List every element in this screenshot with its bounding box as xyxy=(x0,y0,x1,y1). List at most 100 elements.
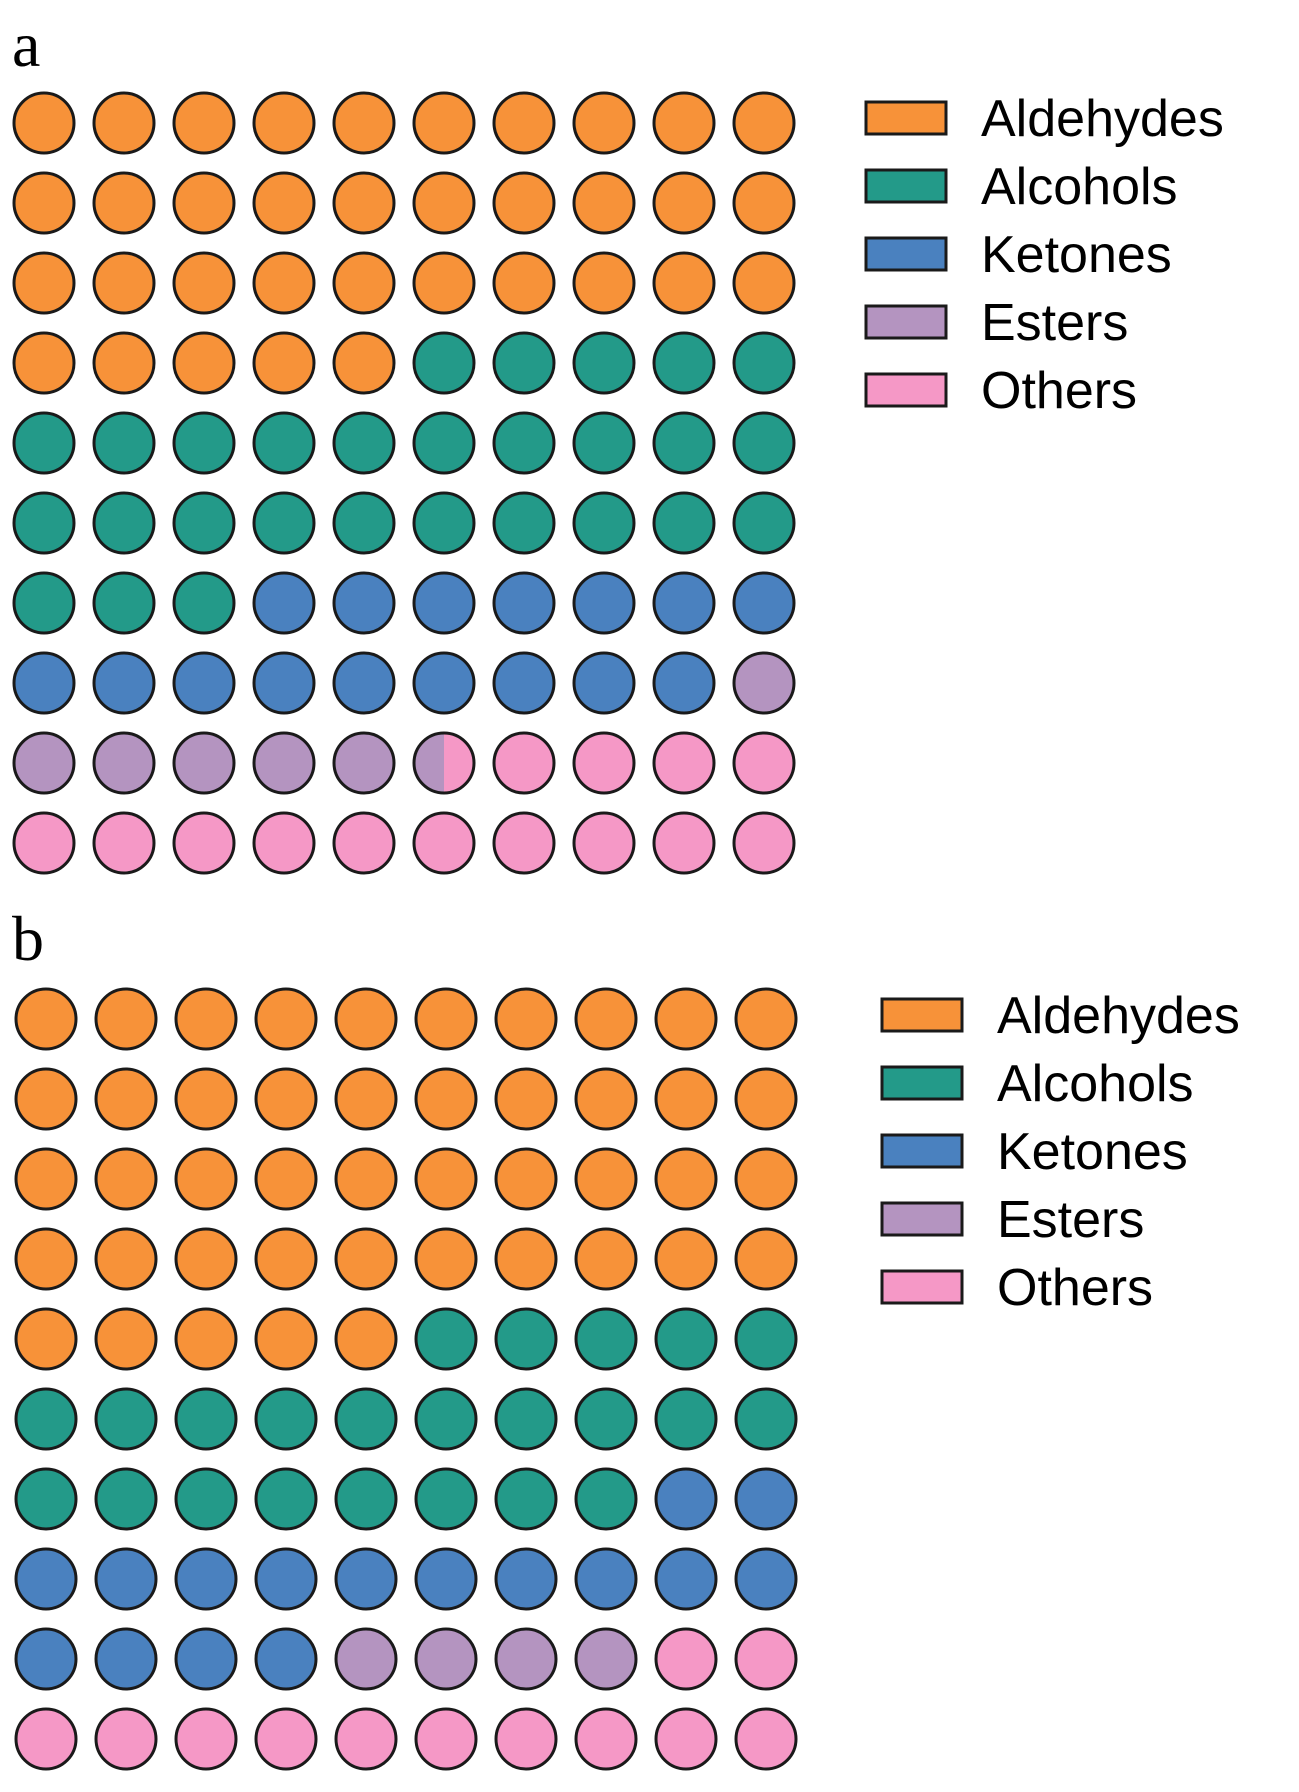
waffle-cell-a-83 xyxy=(172,731,236,795)
waffle-cell-b-49 xyxy=(654,1307,718,1371)
waffle-cell-a-66 xyxy=(412,571,476,635)
waffle-cell-a-12 xyxy=(92,171,156,235)
waffle-panel-a: a Aldehydes Alcohols Ketones Esters Others xyxy=(12,9,1224,875)
waffle-cell-a-58 xyxy=(572,491,636,555)
legend-swatch-b-aldehydes xyxy=(880,997,964,1033)
waffle-cell-a-24 xyxy=(252,251,316,315)
waffle-cell-a-81 xyxy=(12,731,76,795)
waffle-cell-b-12 xyxy=(94,1067,158,1131)
waffle-cell-b-60 xyxy=(734,1387,798,1451)
waffle-cell-b-59 xyxy=(654,1387,718,1451)
waffle-cell-b-62 xyxy=(94,1467,158,1531)
waffle-cell-a-53 xyxy=(172,491,236,555)
waffle-cell-b-50 xyxy=(734,1307,798,1371)
waffle-cell-b-74 xyxy=(254,1547,318,1611)
waffle-cell-b-23 xyxy=(174,1147,238,1211)
waffle-cell-a-15 xyxy=(332,171,396,235)
legend-swatch-a-others xyxy=(864,372,948,408)
waffle-cell-a-65 xyxy=(332,571,396,635)
waffle-cell-b-99 xyxy=(654,1707,718,1771)
waffle-cell-a-43 xyxy=(172,411,236,475)
waffle-cell-b-31 xyxy=(14,1227,78,1291)
waffle-cell-a-27 xyxy=(492,251,556,315)
waffle-cell-a-69 xyxy=(652,571,716,635)
waffle-cell-a-92 xyxy=(92,811,156,875)
waffle-cell-a-37 xyxy=(492,331,556,395)
waffle-cell-a-61 xyxy=(12,571,76,635)
waffle-cell-a-18 xyxy=(572,171,636,235)
waffle-cell-a-16 xyxy=(412,171,476,235)
legend-swatch-a-esters xyxy=(864,304,948,340)
waffle-cell-a-34 xyxy=(252,331,316,395)
waffle-cell-b-36 xyxy=(414,1227,478,1291)
legend-label-a-esters: Esters xyxy=(981,294,1128,352)
legend-label-a-aldehydes: Aldehydes xyxy=(981,90,1224,148)
waffle-cell-b-9 xyxy=(654,987,718,1051)
waffle-cell-a-63 xyxy=(172,571,236,635)
waffle-cell-b-92 xyxy=(94,1707,158,1771)
waffle-cell-a-67 xyxy=(492,571,556,635)
waffle-cell-b-55 xyxy=(334,1387,398,1451)
waffle-cell-b-97 xyxy=(494,1707,558,1771)
waffle-cell-b-20 xyxy=(734,1067,798,1131)
waffle-cell-a-89 xyxy=(652,731,716,795)
waffle-cell-a-45 xyxy=(332,411,396,475)
waffle-cell-a-55 xyxy=(332,491,396,555)
waffle-cell-a-25 xyxy=(332,251,396,315)
waffle-cell-b-10 xyxy=(734,987,798,1051)
waffle-cell-b-53 xyxy=(174,1387,238,1451)
waffle-cell-b-67 xyxy=(494,1467,558,1531)
waffle-cell-a-50 xyxy=(732,411,796,475)
waffle-cell-a-7 xyxy=(492,91,556,155)
waffle-cell-b-27 xyxy=(494,1147,558,1211)
waffle-cell-b-72 xyxy=(94,1547,158,1611)
legend-label-b-others: Others xyxy=(997,1259,1153,1317)
waffle-cell-b-42 xyxy=(94,1307,158,1371)
legend-label-b-alcohols: Alcohols xyxy=(997,1055,1194,1113)
waffle-cell-a-86 xyxy=(412,731,476,795)
waffle-cell-b-35 xyxy=(334,1227,398,1291)
waffle-cell-b-11 xyxy=(14,1067,78,1131)
waffle-cell-a-52 xyxy=(92,491,156,555)
waffle-cell-b-89 xyxy=(654,1627,718,1691)
waffle-cell-b-71 xyxy=(14,1547,78,1611)
waffle-cell-b-87 xyxy=(494,1627,558,1691)
waffle-cell-b-29 xyxy=(654,1147,718,1211)
waffle-cell-a-62 xyxy=(92,571,156,635)
waffle-cell-a-38 xyxy=(572,331,636,395)
waffle-cell-a-77 xyxy=(492,651,556,715)
waffle-cell-b-51 xyxy=(14,1387,78,1451)
waffle-cell-b-86 xyxy=(414,1627,478,1691)
waffle-cell-a-23 xyxy=(172,251,236,315)
waffle-cell-a-68 xyxy=(572,571,636,635)
waffle-cell-b-16 xyxy=(414,1067,478,1131)
waffle-cell-b-85 xyxy=(334,1627,398,1691)
waffle-cell-b-76 xyxy=(414,1547,478,1611)
waffle-cell-b-66 xyxy=(414,1467,478,1531)
waffle-cell-b-73 xyxy=(174,1547,238,1611)
waffle-cell-b-81 xyxy=(14,1627,78,1691)
waffle-cell-a-32 xyxy=(92,331,156,395)
waffle-cell-a-31 xyxy=(12,331,76,395)
waffle-cell-a-20 xyxy=(732,171,796,235)
waffle-cell-a-79 xyxy=(652,651,716,715)
waffle-cell-b-100 xyxy=(734,1707,798,1771)
waffle-cell-b-69 xyxy=(654,1467,718,1531)
waffle-cell-a-97 xyxy=(492,811,556,875)
waffle-cell-b-95 xyxy=(334,1707,398,1771)
legend-swatch-a-ketones xyxy=(864,236,948,272)
waffle-cell-b-47 xyxy=(494,1307,558,1371)
waffle-cell-a-46 xyxy=(412,411,476,475)
waffle-cell-a-98 xyxy=(572,811,636,875)
waffle-cell-b-21 xyxy=(14,1147,78,1211)
waffle-cell-b-26 xyxy=(414,1147,478,1211)
legend-swatch-b-alcohols xyxy=(880,1065,964,1101)
waffle-cell-b-41 xyxy=(14,1307,78,1371)
waffle-cell-b-57 xyxy=(494,1387,558,1451)
waffle-cell-a-35 xyxy=(332,331,396,395)
waffle-cell-b-58 xyxy=(574,1387,638,1451)
waffle-cell-b-93 xyxy=(174,1707,238,1771)
waffle-cell-a-85 xyxy=(332,731,396,795)
waffle-cell-b-46 xyxy=(414,1307,478,1371)
waffle-cell-b-37 xyxy=(494,1227,558,1291)
